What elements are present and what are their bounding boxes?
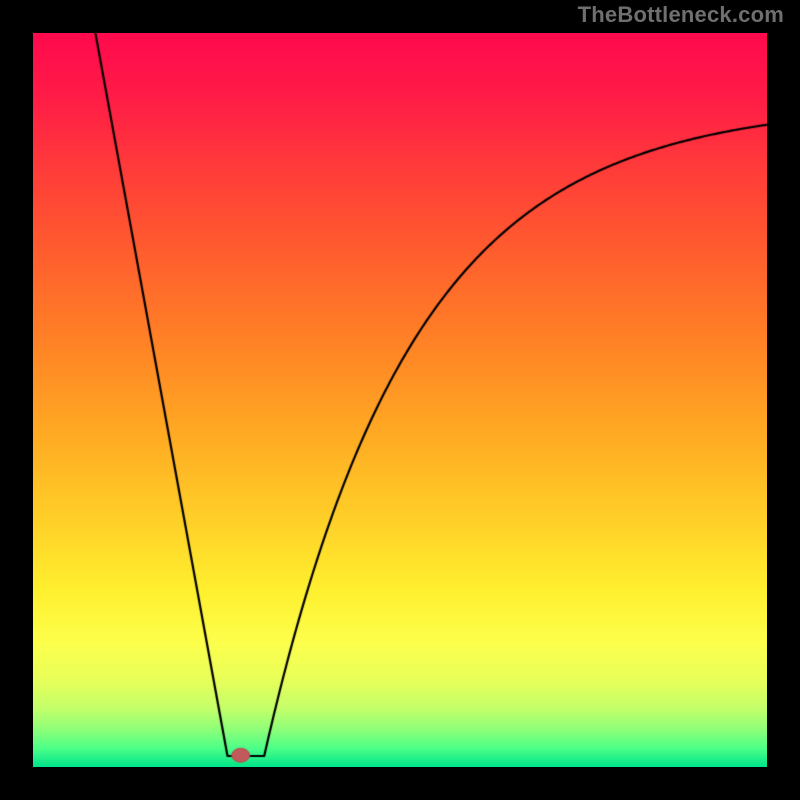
bottleneck-chart-canvas (33, 33, 767, 767)
watermark-label: TheBottleneck.com (578, 2, 784, 28)
figure-wrapper: TheBottleneck.com (0, 0, 800, 800)
plot-area (33, 33, 767, 767)
